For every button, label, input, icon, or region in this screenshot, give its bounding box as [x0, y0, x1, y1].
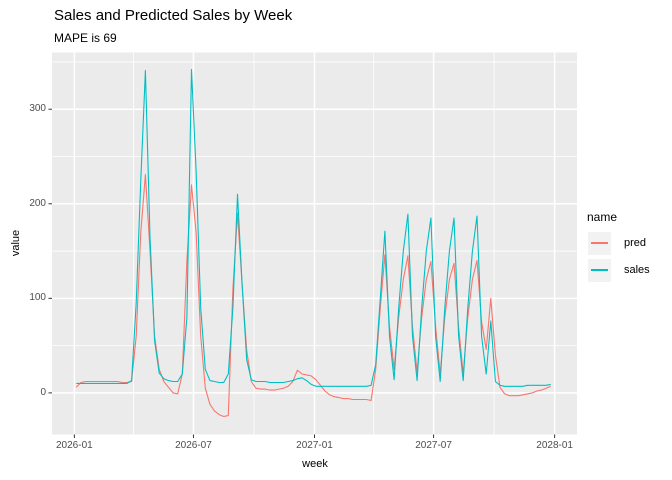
- pred-line-sample-icon: [591, 242, 608, 244]
- legend-key-pred: [588, 232, 611, 255]
- plot-title: Sales and Predicted Sales by Week: [54, 7, 293, 24]
- sales-line: [76, 68, 551, 387]
- y-axis-title: value: [10, 229, 22, 257]
- x-tick-label: 2026-01: [56, 440, 93, 451]
- x-tick-label: 2028-01: [536, 440, 573, 451]
- y-tick-label: 200: [29, 197, 46, 209]
- x-axis-title: week: [302, 458, 328, 470]
- legend-title: name: [587, 210, 618, 224]
- pred-line: [75, 173, 551, 418]
- legend: name pred sales: [587, 210, 650, 286]
- y-tick-label: 0: [40, 386, 46, 398]
- legend-key-sales: [588, 259, 611, 282]
- sales-line-sample-icon: [591, 269, 608, 271]
- y-tick-label: 100: [29, 292, 46, 304]
- x-tick-label: 2027-07: [415, 440, 452, 451]
- legend-entry-sales: sales: [587, 259, 650, 282]
- x-tick-label: 2026-07: [175, 440, 212, 451]
- y-tick-label: 300: [29, 103, 46, 115]
- plot-subtitle: MAPE is 69: [54, 31, 117, 45]
- x-tick-label: 2027-01: [296, 440, 333, 451]
- legend-label-pred: pred: [624, 237, 647, 249]
- legend-label-sales: sales: [624, 264, 650, 276]
- legend-entry-pred: pred: [587, 232, 646, 255]
